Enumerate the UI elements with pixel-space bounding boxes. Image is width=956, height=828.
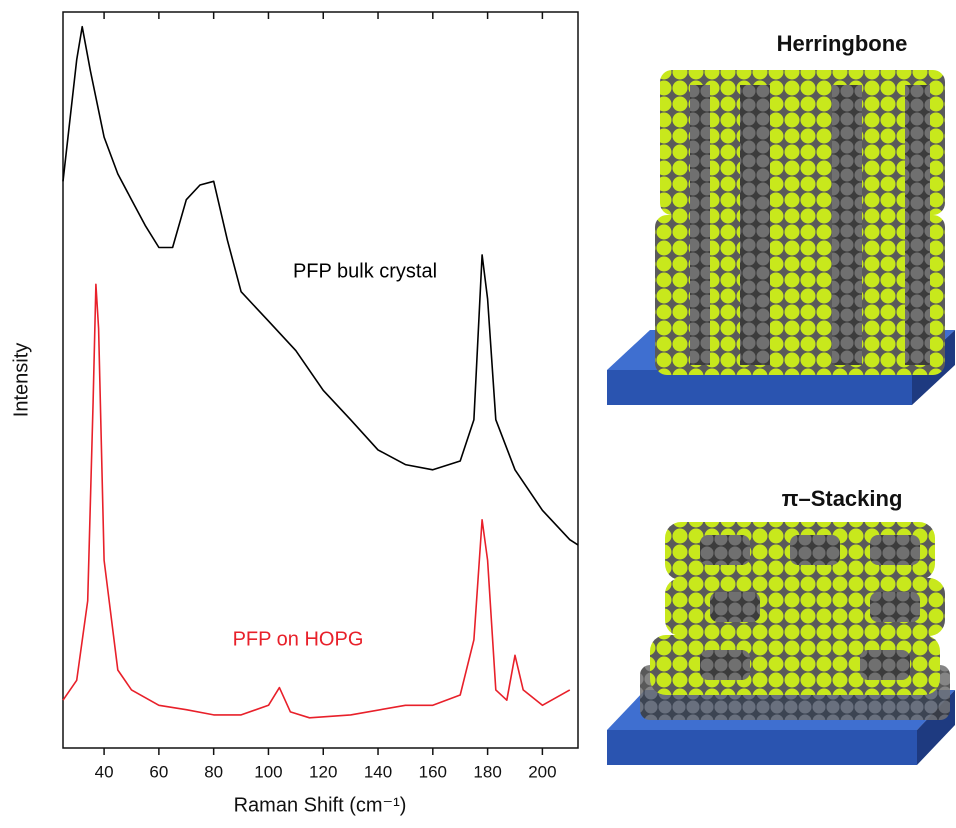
- herringbone-illustration: Herringbone: [607, 31, 955, 405]
- x-tick-label: 180: [473, 762, 501, 781]
- x-tick-label: 60: [149, 762, 168, 781]
- series-label: PFP bulk crystal: [293, 260, 437, 282]
- panel-title: Herringbone: [777, 31, 908, 56]
- x-tick-label: 120: [309, 762, 337, 781]
- pi-stacking-illustration: π–Stacking: [607, 486, 955, 765]
- x-tick-label: 40: [95, 762, 114, 781]
- x-tick-label: 80: [204, 762, 223, 781]
- x-axis-title: Raman Shift (cm⁻¹): [234, 794, 407, 816]
- y-axis-title: Intensity: [10, 343, 32, 417]
- plot-frame: [62, 11, 579, 749]
- series-line: [62, 283, 571, 719]
- panel-title: π–Stacking: [782, 486, 903, 511]
- x-tick-label: 100: [254, 762, 282, 781]
- x-tick-label: 140: [364, 762, 392, 781]
- x-tick-label: 160: [419, 762, 447, 781]
- x-tick-label: 200: [528, 762, 556, 781]
- series-line: [62, 25, 579, 546]
- series-label: PFP on HOPG: [233, 628, 364, 650]
